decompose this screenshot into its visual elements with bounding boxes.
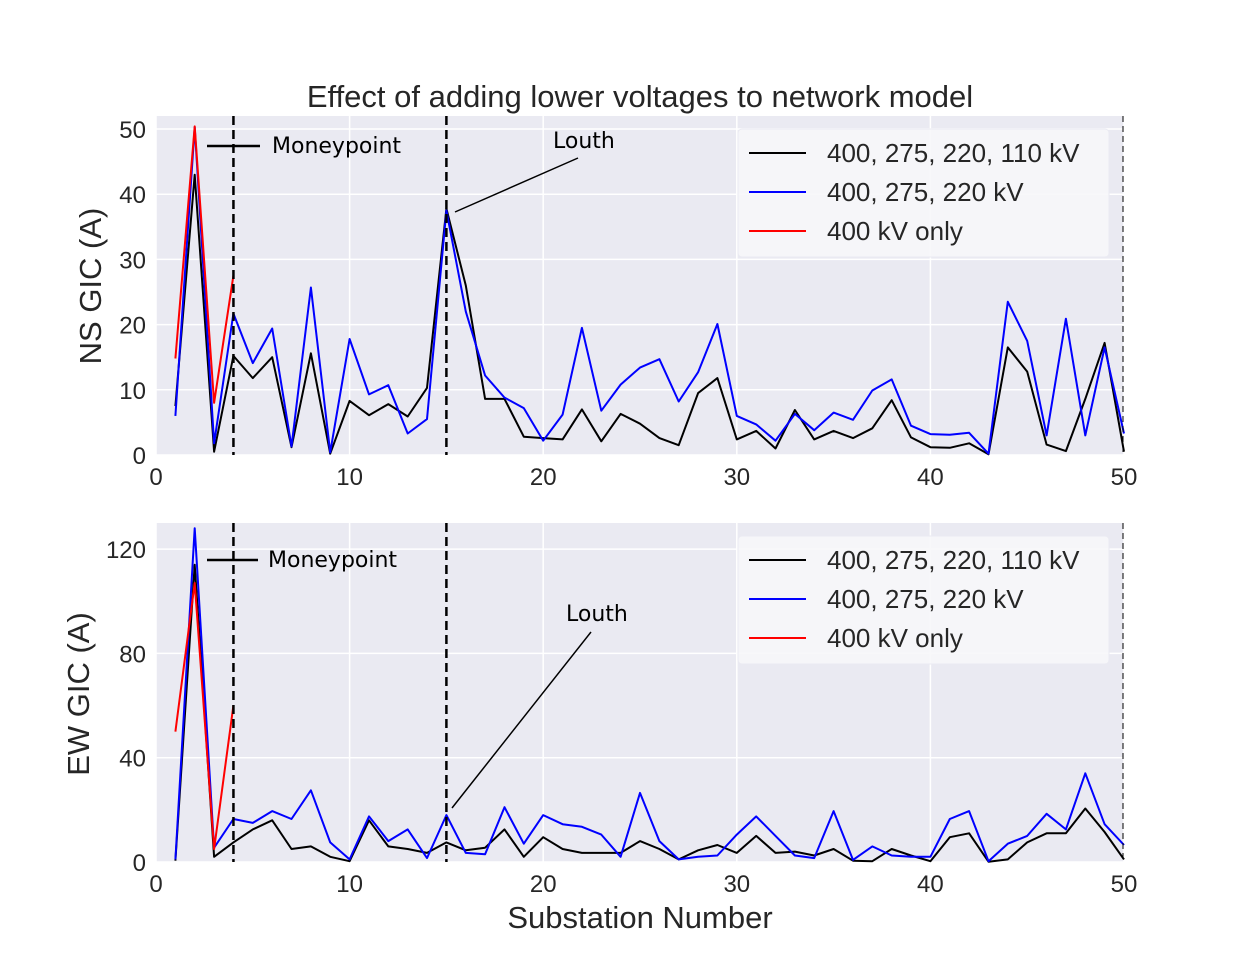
ew-xtick-label: 10 xyxy=(336,871,363,898)
ew-legend: 400, 275, 220, 110 kV 400, 275, 220 kV 4… xyxy=(737,535,1110,665)
ew-legend-entry-blue: 400, 275, 220 kV xyxy=(827,584,1024,614)
ew-series-group xyxy=(174,527,1125,863)
ew-legend-entry-red: 400 kV only xyxy=(827,623,963,653)
ew-louth-arrow xyxy=(451,631,592,809)
ns-xtick-label: 50 xyxy=(1111,464,1138,491)
ew-ytick-labels: 0 40 80 120 xyxy=(106,537,146,877)
ns-legend: 400, 275, 220, 110 kV 400, 275, 220 kV 4… xyxy=(737,128,1110,258)
ns-series-blue xyxy=(174,126,1125,455)
ew-legend-entry-black: 400, 275, 220, 110 kV xyxy=(827,545,1080,575)
ns-gic-panel: 0 10 20 30 40 50 0 10 20 30 40 50 NS GIC (A) Money… xyxy=(73,116,1137,491)
ns-ytick-label: 20 xyxy=(119,313,146,340)
ns-ytick-labels: 0 10 20 30 40 50 xyxy=(119,117,146,470)
ns-ytick-label: 40 xyxy=(119,182,146,209)
ew-moneypoint-label: Moneypoint xyxy=(268,548,397,573)
ns-xtick-label: 40 xyxy=(917,464,944,491)
ns-ytick-label: 30 xyxy=(119,247,146,274)
ew-ytick-label: 80 xyxy=(119,641,146,668)
ns-louth-arrow xyxy=(454,157,579,213)
ns-ytick-label: 50 xyxy=(119,117,146,144)
ns-series-red xyxy=(174,125,235,404)
ew-ylabel: EW GIC (A) xyxy=(61,612,96,776)
ew-louth-label: Louth xyxy=(566,602,628,627)
ew-gic-panel: 0 10 20 30 40 50 0 40 80 120 EW GIC (A) Moneypoi… xyxy=(61,523,1137,898)
ew-ytick-label: 0 xyxy=(133,850,146,877)
ns-legend-entry-blue: 400, 275, 220 kV xyxy=(827,177,1024,207)
ew-xtick-label: 40 xyxy=(917,871,944,898)
ns-series-group xyxy=(174,125,1125,456)
ew-ytick-label: 120 xyxy=(106,537,146,564)
ew-xtick-label: 30 xyxy=(723,871,750,898)
ns-xtick-label: 20 xyxy=(530,464,557,491)
ns-louth-label: Louth xyxy=(553,129,615,154)
ns-series-black xyxy=(174,173,1125,456)
ns-legend-box xyxy=(737,128,1110,258)
ns-xtick-label: 0 xyxy=(149,464,162,491)
x-axis-label: Substation Number xyxy=(507,900,772,935)
ew-xtick-label: 50 xyxy=(1111,871,1138,898)
ew-ytick-label: 40 xyxy=(119,746,146,773)
ns-legend-entry-red: 400 kV only xyxy=(827,216,963,246)
ew-xtick-label: 0 xyxy=(149,871,162,898)
ew-vlines xyxy=(232,523,1124,862)
ew-series-black xyxy=(174,563,1125,863)
ns-ytick-label: 0 xyxy=(133,443,146,470)
ns-xtick-labels: 0 10 20 30 40 50 xyxy=(149,464,1137,491)
ns-legend-entry-black: 400, 275, 220, 110 kV xyxy=(827,138,1080,168)
ew-legend-box xyxy=(737,535,1110,665)
ns-moneypoint-label: Moneypoint xyxy=(272,134,401,159)
ns-vlines xyxy=(232,116,1124,455)
ns-xtick-label: 10 xyxy=(336,464,363,491)
ns-ylabel: NS GIC (A) xyxy=(73,208,108,365)
ew-series-red xyxy=(174,582,235,850)
ew-xtick-label: 20 xyxy=(530,871,557,898)
ew-series-blue xyxy=(174,527,1125,863)
chart-title: Effect of adding lower voltages to netwo… xyxy=(307,79,973,114)
ew-xtick-labels: 0 10 20 30 40 50 xyxy=(149,871,1137,898)
ns-xtick-label: 30 xyxy=(723,464,750,491)
ns-ytick-label: 10 xyxy=(119,378,146,405)
